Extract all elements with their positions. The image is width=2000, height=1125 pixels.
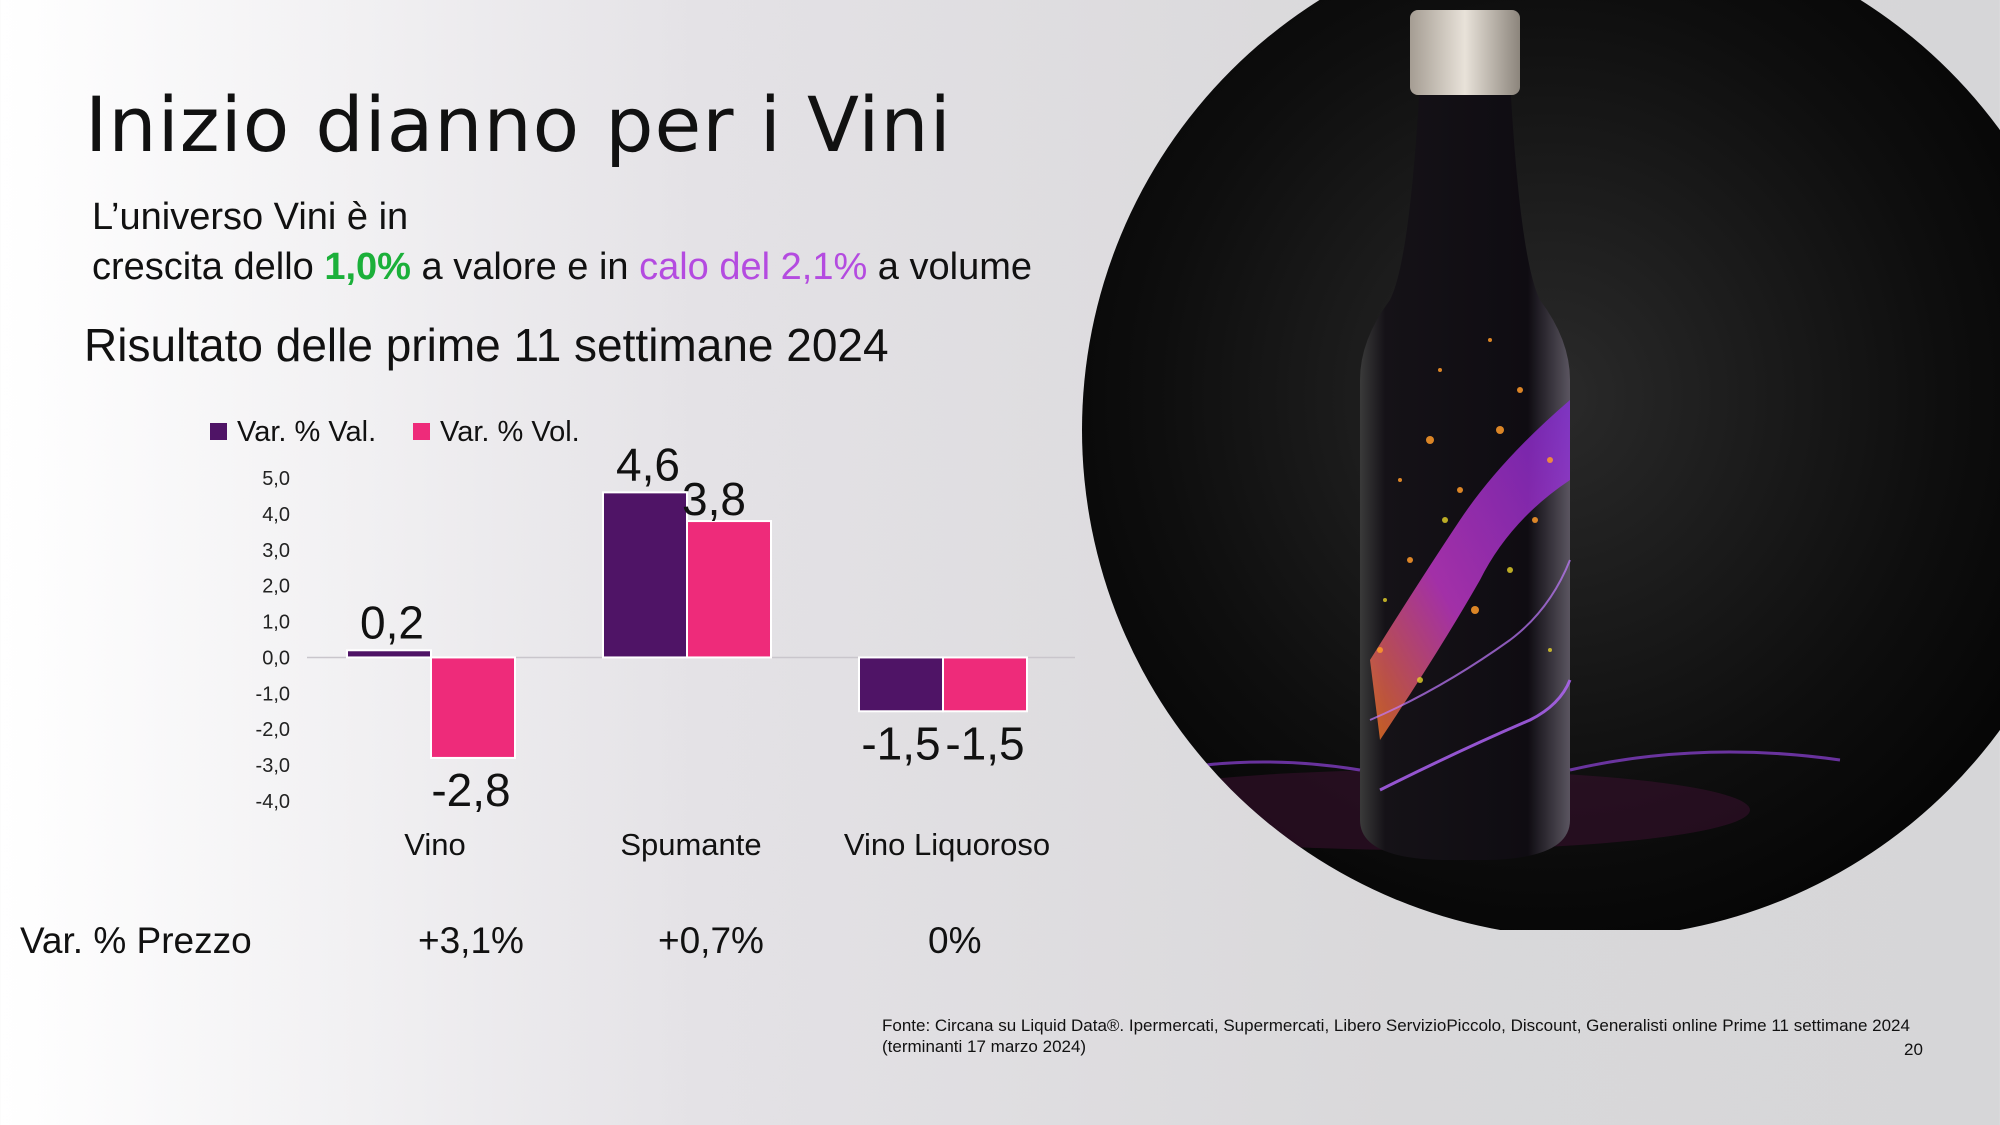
slide-title: Inizio dianno per i Vini (85, 80, 952, 169)
data-label: 3,8 (682, 473, 746, 525)
bar (942, 656, 1028, 713)
legend-label: Var. % Val. (237, 416, 376, 448)
page-number: 20 (1904, 1040, 1923, 1059)
bar (430, 656, 516, 759)
price-value-vino: +3,1% (418, 920, 524, 961)
bar (686, 520, 772, 659)
y-tick-label: 2,0 (262, 576, 290, 598)
legend-swatch (210, 423, 227, 440)
y-tick-label: 1,0 (262, 612, 290, 634)
chart-legend: Var. % Val. Var. % Vol. (210, 416, 580, 448)
y-tick-label: -2,0 (256, 719, 290, 741)
bar (858, 656, 944, 713)
data-label: -2,8 (431, 764, 510, 816)
subtitle-text-mid: a valore e in (410, 246, 640, 288)
slide-subtitle: L’universo Vini è in crescita dello 1,0%… (92, 192, 1032, 292)
y-tick-label: -4,0 (256, 791, 290, 813)
price-value-vino-liquoroso: 0% (928, 920, 982, 961)
subtitle-line-1: L’universo Vini è in (92, 196, 409, 238)
y-tick-label: 3,0 (262, 540, 290, 562)
data-labels: 0,2 -2,8 4,63,8 -1,5 -1,5 (360, 438, 1025, 816)
subtitle-text-pre: crescita dello (92, 246, 325, 288)
price-row-label: Var. % Prezzo (20, 920, 252, 961)
wine-bottle-image (1082, 0, 2000, 930)
y-tick-label: -1,0 (256, 683, 290, 705)
bar (346, 649, 432, 659)
data-label: 4,6 (616, 438, 680, 490)
volume-decline-highlight: calo del 2,1% (639, 246, 868, 288)
source-note: Fonte: Circana su Liquid Data®. Ipermerc… (882, 1016, 1910, 1056)
result-heading: Risultato delle prime 11 settimane 2024 (84, 319, 889, 371)
y-tick-label: 0,0 (262, 647, 290, 669)
category-label: Vino (404, 827, 466, 862)
y-tick-label: -3,0 (256, 755, 290, 777)
subtitle-line-2: crescita dello 1,0% a valore e in calo d… (92, 242, 1032, 292)
chart-bars (346, 491, 1028, 759)
legend-swatch (413, 423, 430, 440)
category-label: Vino Liquoroso (844, 827, 1050, 862)
category-label: Spumante (620, 827, 761, 862)
bar-chart: Var. % Val. Var. % Vol. 5,0 4,0 3,0 2,0 1,0 0,… (210, 416, 1075, 862)
data-label: 0,2 (360, 596, 424, 648)
bar (602, 491, 688, 659)
legend-label: Var. % Vol. (440, 416, 580, 448)
value-growth-highlight: 1,0% (324, 246, 411, 288)
data-label: -1,5 (945, 717, 1024, 769)
data-label: -1,5 (861, 717, 940, 769)
y-tick-label: 4,0 (262, 504, 290, 526)
price-value-spumante: +0,7% (658, 920, 764, 961)
subtitle-text-post: a volume (867, 246, 1032, 288)
y-tick-label: 5,0 (262, 468, 290, 490)
x-axis: Vino Spumante Vino Liquoroso (404, 827, 1050, 862)
